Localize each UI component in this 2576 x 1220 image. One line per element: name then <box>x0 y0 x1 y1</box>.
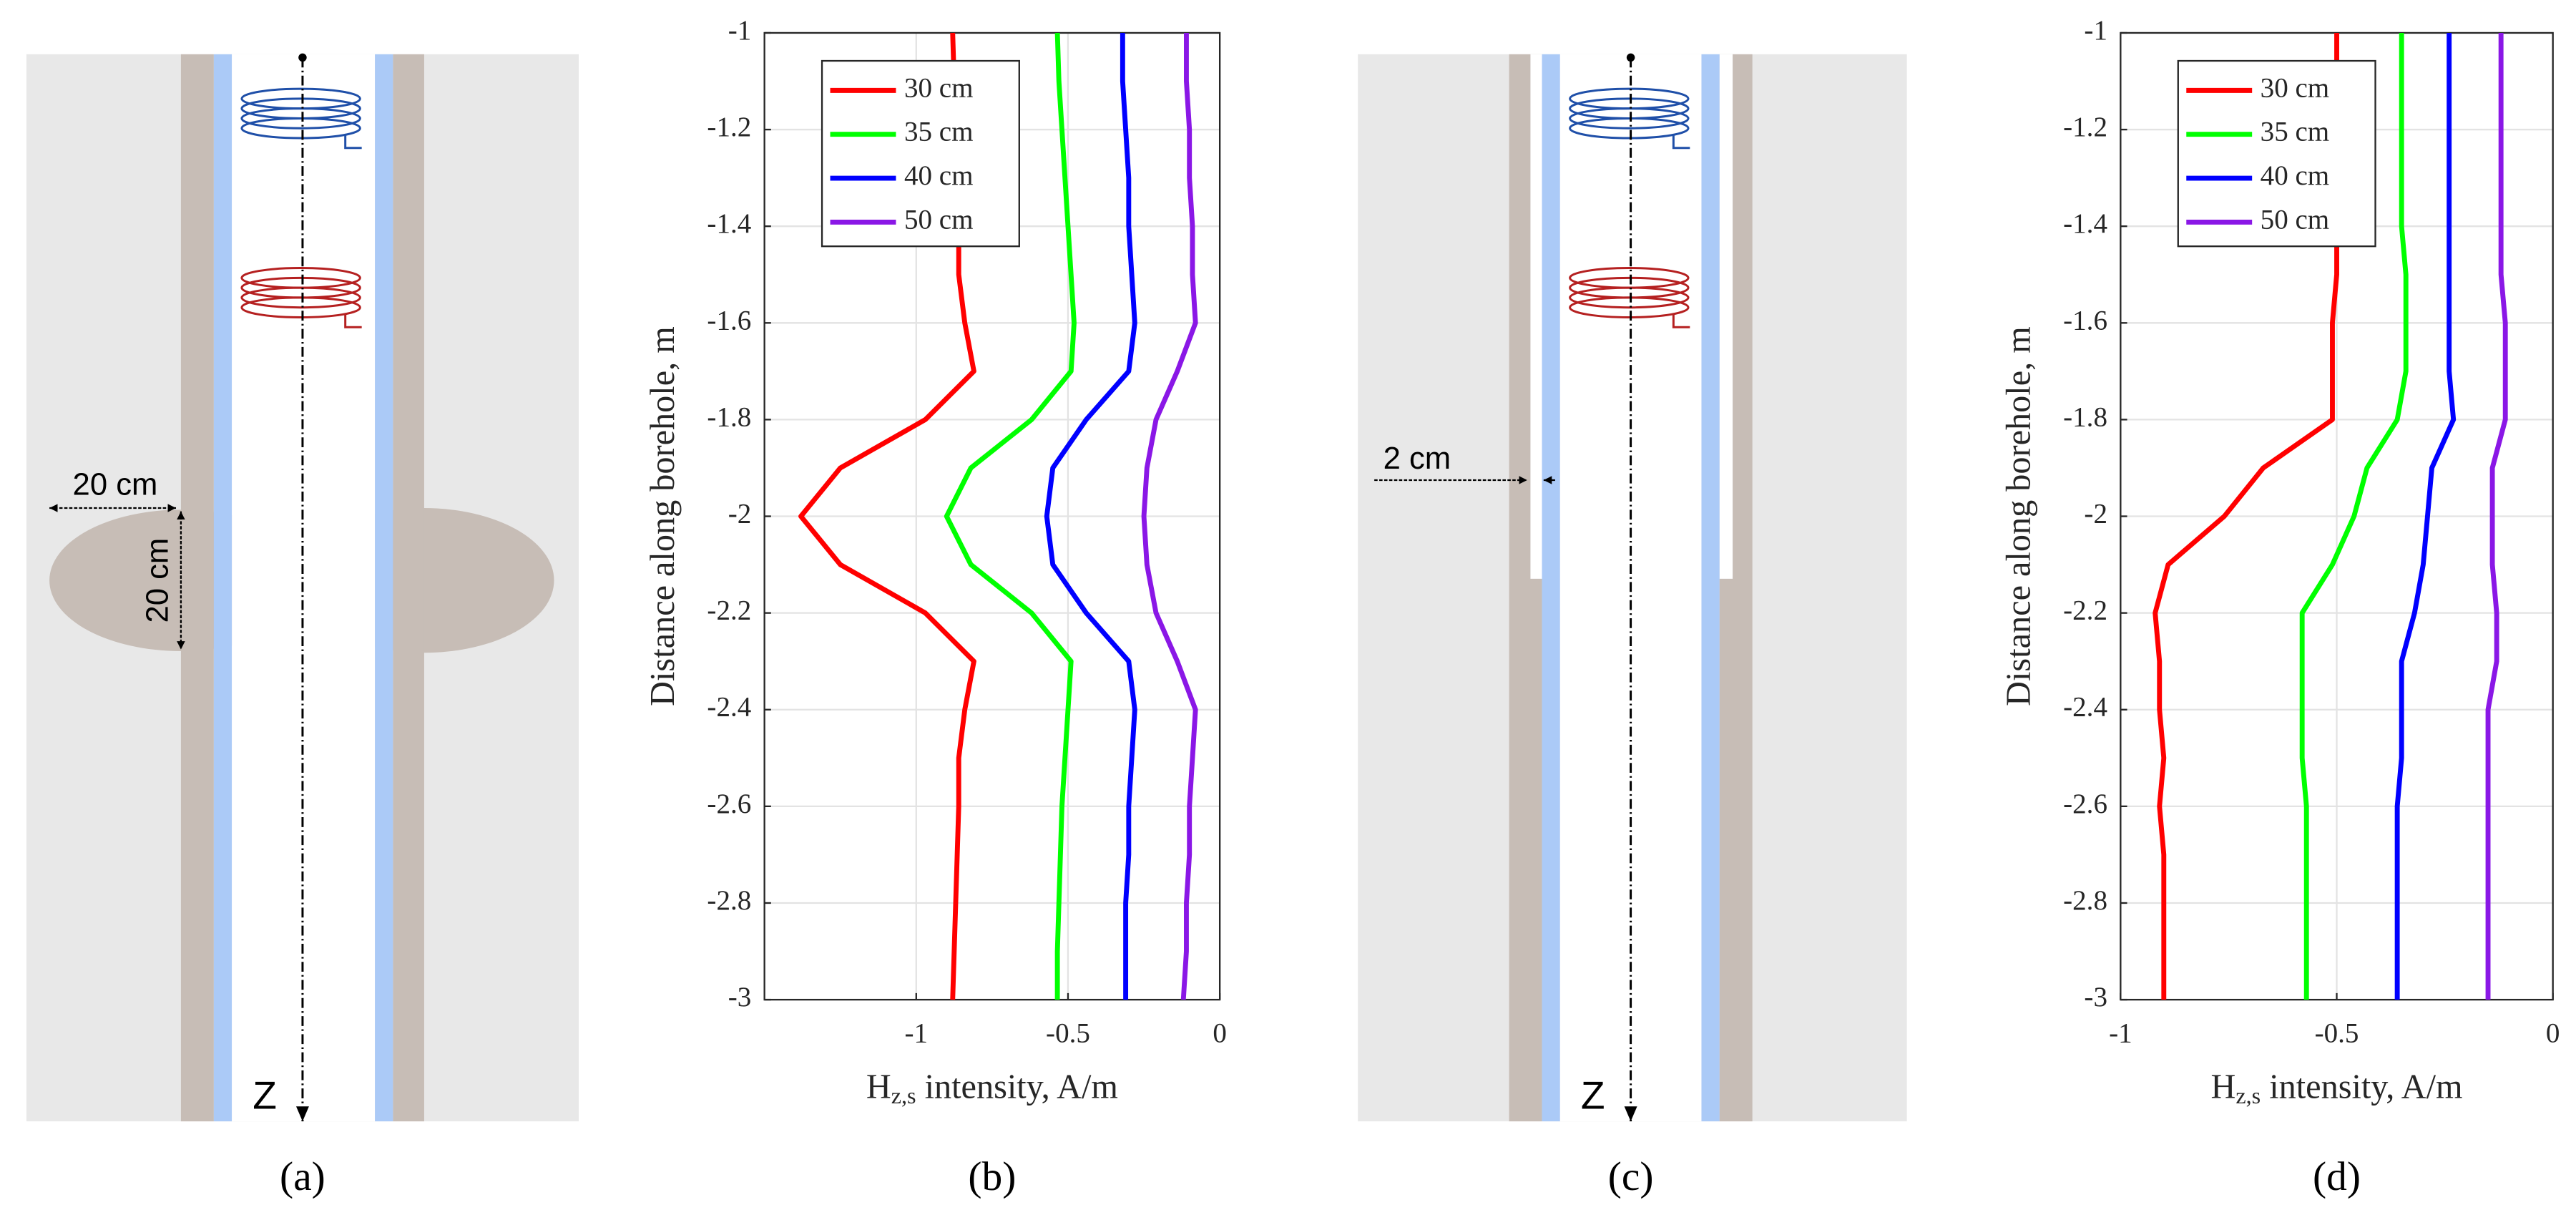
casing <box>1542 54 1560 1122</box>
legend-label: 40 cm <box>2261 160 2330 191</box>
legend-label: 35 cm <box>904 117 974 147</box>
y-axis-label: Distance along borehole, m <box>2000 326 2038 706</box>
legend-label: 35 cm <box>2261 117 2330 147</box>
data-line <box>944 32 1077 1000</box>
legend-label: 30 cm <box>2261 72 2330 103</box>
x-axis-label-base: H <box>866 1068 891 1106</box>
legend-label: 30 cm <box>904 72 974 103</box>
y-tick-label: -2.4 <box>707 692 751 723</box>
gap <box>1530 54 1542 579</box>
y-tick-label: -1.8 <box>2063 401 2107 432</box>
transmitter-coil <box>240 87 362 150</box>
annotation: 20 cm <box>140 538 175 623</box>
x-axis-label-subscript: z,s <box>891 1083 916 1108</box>
y-tick-label: -1.6 <box>2063 305 2107 336</box>
data-line <box>1141 32 1198 1000</box>
origin <box>298 53 307 62</box>
y-tick-label: -1.4 <box>2063 208 2107 239</box>
y-tick-label: -3 <box>728 982 752 1012</box>
panel-label: (a) <box>280 1154 325 1199</box>
y-tick-label: -2 <box>728 498 752 529</box>
y-tick-label: -3 <box>2084 982 2107 1012</box>
x-tick-label: -0.5 <box>2315 1018 2359 1049</box>
axes-frame <box>763 31 1221 1001</box>
gap <box>1719 54 1733 579</box>
x-tick-label: -0.5 <box>1046 1018 1090 1049</box>
x-tick-label: -1 <box>2109 1018 2132 1049</box>
y-tick-label: -2.8 <box>2063 885 2107 916</box>
y-tick-label: -2 <box>2084 498 2107 529</box>
cement <box>180 54 214 1122</box>
y-tick-label: -1.4 <box>707 208 751 239</box>
y-tick-label: -1.8 <box>707 401 751 432</box>
data-line <box>2394 32 2457 1000</box>
receiver-coil <box>1569 267 1690 328</box>
y-tick-label: -1 <box>2084 15 2107 46</box>
y-tick-label: -1.6 <box>707 305 751 336</box>
panel-label: (d) <box>2313 1154 2361 1199</box>
y-tick-label: -1.2 <box>2063 112 2107 142</box>
legend-label: 50 cm <box>2261 204 2330 235</box>
origin <box>1626 53 1635 62</box>
casing <box>375 54 393 1122</box>
annotation: 20 cm <box>73 467 158 502</box>
x-axis-label-subscript: z,s <box>2235 1083 2261 1108</box>
x-axis-label-suffix: intensity, A/m <box>916 1068 1118 1106</box>
x-tick-label: 0 <box>2546 1018 2560 1049</box>
casing <box>1701 54 1720 1122</box>
y-tick-label: -2.2 <box>707 595 751 626</box>
data-line <box>1044 32 1137 1000</box>
y-axis-label: Distance along borehole, m <box>644 326 682 706</box>
data-line <box>2299 32 2409 1000</box>
diagram-c: Z 2 cm (c) <box>1358 53 1907 1199</box>
legend-label: 40 cm <box>904 160 974 191</box>
transmitter-coil <box>1569 87 1690 150</box>
casing <box>213 54 232 1122</box>
y-tick-label: -2.6 <box>2063 789 2107 819</box>
diagram-a: Z 20 cm 20 cm (a) <box>26 53 579 1199</box>
receiver-coil <box>240 267 362 328</box>
legend-label: 50 cm <box>904 204 974 235</box>
axis-label: Z <box>253 1073 277 1118</box>
y-tick-label: -2.2 <box>2063 595 2107 626</box>
cement <box>393 54 424 1122</box>
x-tick-label: -1 <box>905 1018 929 1049</box>
y-tick-label: -1.2 <box>707 112 751 142</box>
annotation: 2 cm <box>1384 441 1451 476</box>
x-axis-label: Hz,s intensity, A/m <box>2210 1068 2462 1109</box>
y-tick-label: -2.6 <box>707 789 751 819</box>
y-tick-label: -1 <box>728 15 752 46</box>
y-tick-label: -2.4 <box>2063 692 2107 723</box>
x-axis-label-suffix: intensity, A/m <box>2261 1068 2462 1106</box>
panel-label: (b) <box>968 1154 1016 1199</box>
y-tick-label: -2.8 <box>707 885 751 916</box>
data-line <box>2485 32 2508 1000</box>
x-axis-label: Hz,s intensity, A/m <box>866 1068 1118 1109</box>
panel-label: (c) <box>1608 1154 1654 1199</box>
x-tick-label: 0 <box>1213 1018 1227 1049</box>
x-axis-label-base: H <box>2210 1068 2235 1106</box>
axis-label: Z <box>1581 1073 1605 1118</box>
